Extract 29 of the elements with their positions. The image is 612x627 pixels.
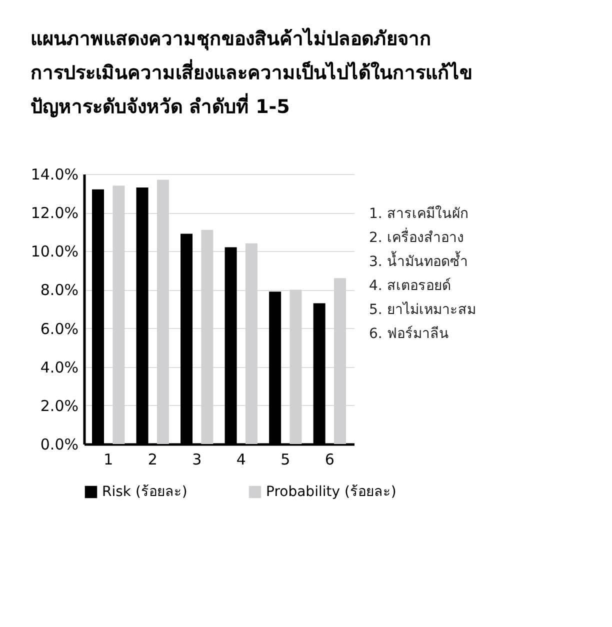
text: 4. สเตอรอยด์ xyxy=(369,277,451,294)
bar xyxy=(245,243,258,444)
x-tick-label: 2 xyxy=(148,450,158,468)
x-tick-label: 3 xyxy=(192,450,202,468)
bar xyxy=(112,186,125,444)
bar xyxy=(334,278,346,444)
bar xyxy=(201,230,214,444)
x-tick-label: 4 xyxy=(236,450,246,468)
text: 1. สารเคมีในผัก xyxy=(369,205,468,222)
y-tick-label: 0.0% xyxy=(40,436,78,454)
legend-label: Risk (ร้อยละ) xyxy=(102,484,188,500)
y-tick-label: 8.0% xyxy=(40,281,78,300)
text: 6. ฟอร์มาลีน xyxy=(369,325,449,342)
x-tick-label: 6 xyxy=(324,450,334,468)
x-tick-label: 5 xyxy=(280,450,290,468)
y-tick-label: 10.0% xyxy=(30,242,78,261)
chart-title: แผนภาพแสดงความชุกของสินค้าไม่ปลอดภัยจาก การประเมินความเสี่ยงและความเป็นไปได้ในการแก้ไข ปัญหาระดับจังหวัด ลำดับที่ 1-5 xyxy=(30,27,472,118)
y-tick-label: 12.0% xyxy=(30,204,78,222)
bar xyxy=(290,290,302,444)
text: 2. เครื่องสำอาง xyxy=(369,228,464,246)
y-tick-label: 2.0% xyxy=(40,396,78,415)
text: 5. ยาไม่เหมาะสม xyxy=(369,301,476,318)
y-tick-label: 6.0% xyxy=(40,320,78,338)
y-tick-label: 4.0% xyxy=(40,358,78,376)
y-tick-label: 14.0% xyxy=(30,166,78,184)
text: 3. น้ำมันทอดซ้ำ xyxy=(369,251,468,270)
bar xyxy=(156,180,169,444)
x-tick-label: 1 xyxy=(104,450,114,468)
legend-label: Probability (ร้อยละ) xyxy=(266,484,396,500)
